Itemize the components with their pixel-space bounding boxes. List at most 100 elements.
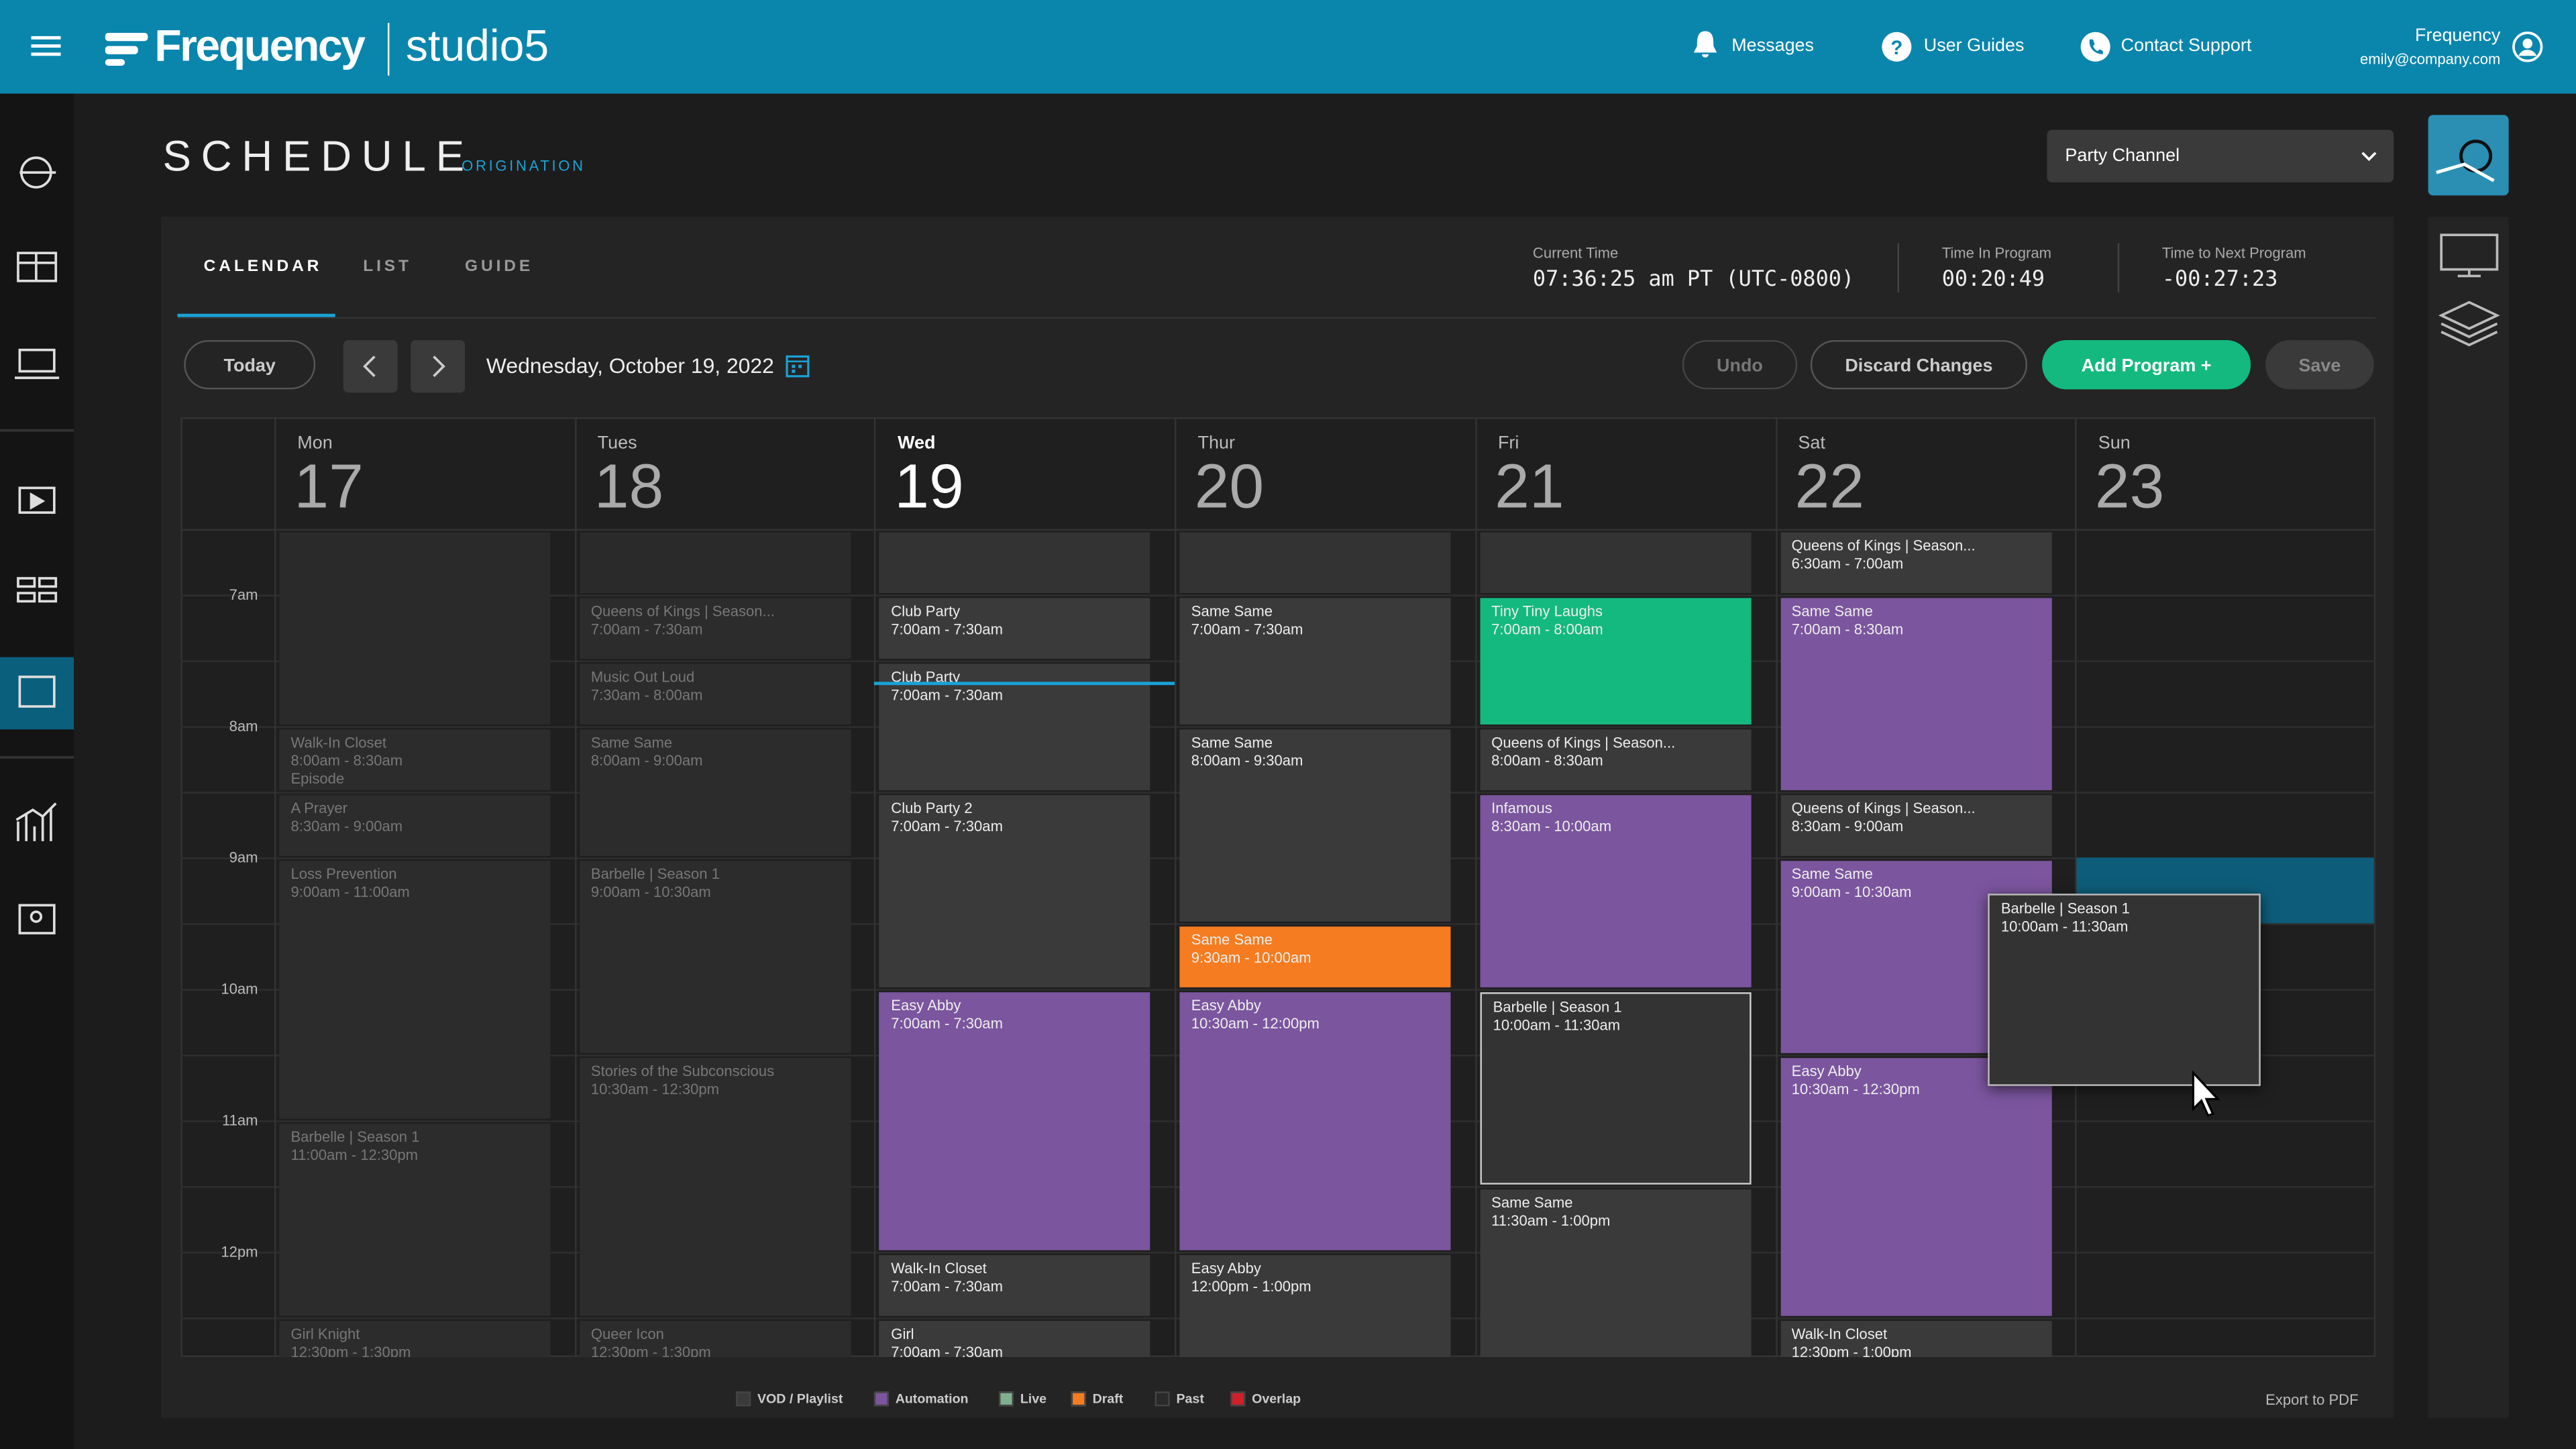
program-title: Walk-In Closet bbox=[290, 734, 386, 751]
day-name: Sat bbox=[1798, 433, 1825, 453]
program-block[interactable]: Queens of Kings | Season... 7:00am - 7:30… bbox=[579, 598, 851, 659]
program-block[interactable]: A Prayer 8:30am - 9:00am bbox=[279, 795, 551, 856]
program-title: Queens of Kings | Season... bbox=[1791, 537, 1976, 554]
program-title: Barbelle | Season 1 bbox=[290, 1128, 420, 1145]
time-label: 9am bbox=[229, 849, 258, 866]
button-label: Discard Changes bbox=[1810, 339, 2028, 390]
header-line bbox=[180, 529, 2376, 531]
row-line bbox=[180, 594, 2376, 596]
program-time: 11:00am - 12:30pm bbox=[290, 1146, 418, 1163]
day-date: 22 bbox=[1794, 453, 1865, 523]
program-block[interactable]: Walk-In Closet 12:30pm - 1:00pm bbox=[1780, 1320, 2051, 1357]
program-time: 9:00am - 11:00am bbox=[290, 883, 410, 901]
program-block[interactable]: Walk-In Closet 8:00am - 8:30am Episode bbox=[279, 729, 551, 790]
program-title: Easy Abby bbox=[1191, 1260, 1261, 1277]
program-title: Walk-In Closet bbox=[891, 1260, 987, 1277]
toolbar-button[interactable]: Undo bbox=[1682, 339, 1798, 390]
row-line bbox=[180, 989, 2376, 991]
program-block[interactable]: Same Same 11:30am - 1:00pm bbox=[1480, 1189, 1752, 1357]
program-time: 7:00am - 7:30am bbox=[891, 686, 1003, 704]
program-time: 10:00am - 11:30am bbox=[1493, 1016, 1621, 1034]
program-block[interactable]: Barbelle | Season 1 11:00am - 12:30pm bbox=[279, 1124, 551, 1316]
mouse-cursor bbox=[2192, 1070, 2220, 1117]
calendar-icon[interactable] bbox=[786, 352, 810, 378]
tab[interactable]: CALENDAR bbox=[203, 258, 323, 276]
status-value: 07:36:25 am PT (UTC-0800) bbox=[1532, 268, 1855, 292]
tab[interactable]: GUIDE bbox=[465, 258, 534, 276]
legend-swatch bbox=[1230, 1391, 1246, 1407]
program-title: Easy Abby bbox=[1791, 1063, 1862, 1079]
program-time: 12:00pm - 1:00pm bbox=[1191, 1278, 1311, 1295]
page-title: SCHEDULE bbox=[162, 131, 474, 181]
day-name: Thur bbox=[1197, 433, 1235, 453]
program-block[interactable]: Same Same 8:00am - 9:30am bbox=[1179, 729, 1451, 922]
status-divider bbox=[2117, 243, 2120, 292]
program-block[interactable]: Tiny Tiny Laughs 7:00am - 8:00am bbox=[1480, 598, 1752, 725]
status-label: Time to Next Program bbox=[2161, 244, 2306, 262]
user-icon[interactable] bbox=[2512, 32, 2543, 63]
menu-icon[interactable] bbox=[31, 33, 61, 59]
current-time-line bbox=[874, 682, 1175, 685]
program-block[interactable]: Infamous 8:30am - 10:00am bbox=[1480, 795, 1752, 987]
program-block[interactable]: Same Same 9:30am - 10:00am bbox=[1179, 926, 1451, 987]
button-label: Add Program + bbox=[2042, 339, 2251, 390]
program-block[interactable]: Loss Prevention 9:00am - 11:00am bbox=[279, 861, 551, 1119]
program-block[interactable]: Club Party 7:00am - 7:30am bbox=[879, 598, 1151, 659]
legend-label: Past bbox=[1176, 1391, 1204, 1407]
program-block[interactable]: Easy Abby 10:30am - 12:00pm bbox=[1179, 992, 1451, 1250]
sidebar bbox=[0, 93, 74, 1449]
toolbar-button[interactable]: Save bbox=[2265, 339, 2374, 390]
program-block[interactable]: Stories of the Subconscious 10:30am - 12:… bbox=[579, 1058, 851, 1316]
program-block[interactable]: Walk-In Closet 7:00am - 7:30am bbox=[879, 1255, 1151, 1316]
button-label: Undo bbox=[1682, 339, 1798, 390]
nav-guides[interactable]: User Guides bbox=[1923, 36, 2025, 56]
program-block[interactable]: Girl Knight 12:30pm - 1:30pm bbox=[279, 1320, 551, 1357]
page-subtitle: ORIGINATION bbox=[462, 158, 586, 174]
channel-thumbnail[interactable] bbox=[2428, 115, 2509, 196]
program-block[interactable]: Club Party 7:00am - 7:30am bbox=[879, 663, 1151, 790]
program-block[interactable]: Music Out Loud 7:30am - 8:00am bbox=[579, 663, 851, 725]
program-time: 9:00am - 10:30am bbox=[1791, 883, 1912, 901]
channel-select[interactable]: Party Channel bbox=[2047, 129, 2394, 182]
program-block[interactable]: Queens of Kings | Season... 8:30am - 9:00… bbox=[1780, 795, 2051, 856]
current-date: Wednesday, October 19, 2022 bbox=[486, 353, 774, 378]
program-block[interactable]: Easy Abby 7:00am - 7:30am bbox=[879, 992, 1151, 1250]
legend-swatch bbox=[873, 1391, 889, 1407]
empty-slot bbox=[1480, 532, 1752, 594]
prev-button[interactable] bbox=[343, 339, 398, 393]
export-pdf[interactable]: Export to PDF bbox=[2265, 1391, 2359, 1408]
program-block[interactable]: Girl 7:00am - 7:30am bbox=[879, 1320, 1151, 1357]
program-time: 8:00am - 9:30am bbox=[1191, 752, 1303, 769]
program-block[interactable]: Barbelle | Season 1 10:00am - 11:30am bbox=[1480, 992, 1752, 1185]
legend-label: Live bbox=[1020, 1391, 1047, 1407]
program-block[interactable]: Club Party 2 7:00am - 7:30am bbox=[879, 795, 1151, 987]
program-title: Barbelle | Season 1 bbox=[1493, 998, 1622, 1016]
dragged-program[interactable]: Barbelle | Season 1 10:00am - 11:30am bbox=[1988, 894, 2261, 1086]
time-label: 10am bbox=[221, 981, 258, 998]
program-block[interactable]: Queens of Kings | Season... 6:30am - 7:00… bbox=[1780, 532, 2051, 594]
program-block[interactable]: Easy Abby 10:30am - 12:30pm bbox=[1780, 1058, 2051, 1316]
program-title: Same Same bbox=[1191, 931, 1273, 949]
toolbar-button[interactable]: Add Program + bbox=[2042, 339, 2251, 390]
program-block[interactable]: Queer Icon 12:30pm - 1:30pm bbox=[579, 1320, 851, 1357]
tab[interactable]: LIST bbox=[363, 258, 412, 276]
row-line bbox=[180, 1252, 2376, 1254]
toolbar-button[interactable]: Discard Changes bbox=[1810, 339, 2028, 390]
legend-swatch bbox=[736, 1391, 751, 1407]
program-block[interactable]: Barbelle | Season 1 9:00am - 10:30am bbox=[579, 861, 851, 1053]
program-title: Girl Knight bbox=[290, 1326, 360, 1342]
program-time: 10:30am - 12:00pm bbox=[1191, 1015, 1320, 1032]
program-block[interactable]: Easy Abby 12:00pm - 1:00pm bbox=[1179, 1255, 1451, 1357]
next-button[interactable] bbox=[411, 339, 466, 393]
status-label: Time In Program bbox=[1941, 244, 2052, 262]
program-block[interactable]: Same Same 7:00am - 8:30am bbox=[1780, 598, 2051, 790]
program-title: Same Same bbox=[590, 734, 673, 751]
empty-slot bbox=[579, 532, 851, 594]
today-button[interactable]: Today bbox=[184, 339, 316, 390]
nav-support[interactable]: Contact Support bbox=[2121, 36, 2252, 56]
program-block[interactable]: Same Same 7:00am - 7:30am bbox=[1179, 598, 1451, 725]
program-block[interactable]: Queens of Kings | Season... 8:00am - 8:30… bbox=[1480, 729, 1752, 790]
nav-messages[interactable]: Messages bbox=[1731, 36, 1815, 56]
legend-swatch bbox=[1071, 1391, 1086, 1407]
program-block[interactable]: Same Same 8:00am - 9:00am bbox=[579, 729, 851, 856]
